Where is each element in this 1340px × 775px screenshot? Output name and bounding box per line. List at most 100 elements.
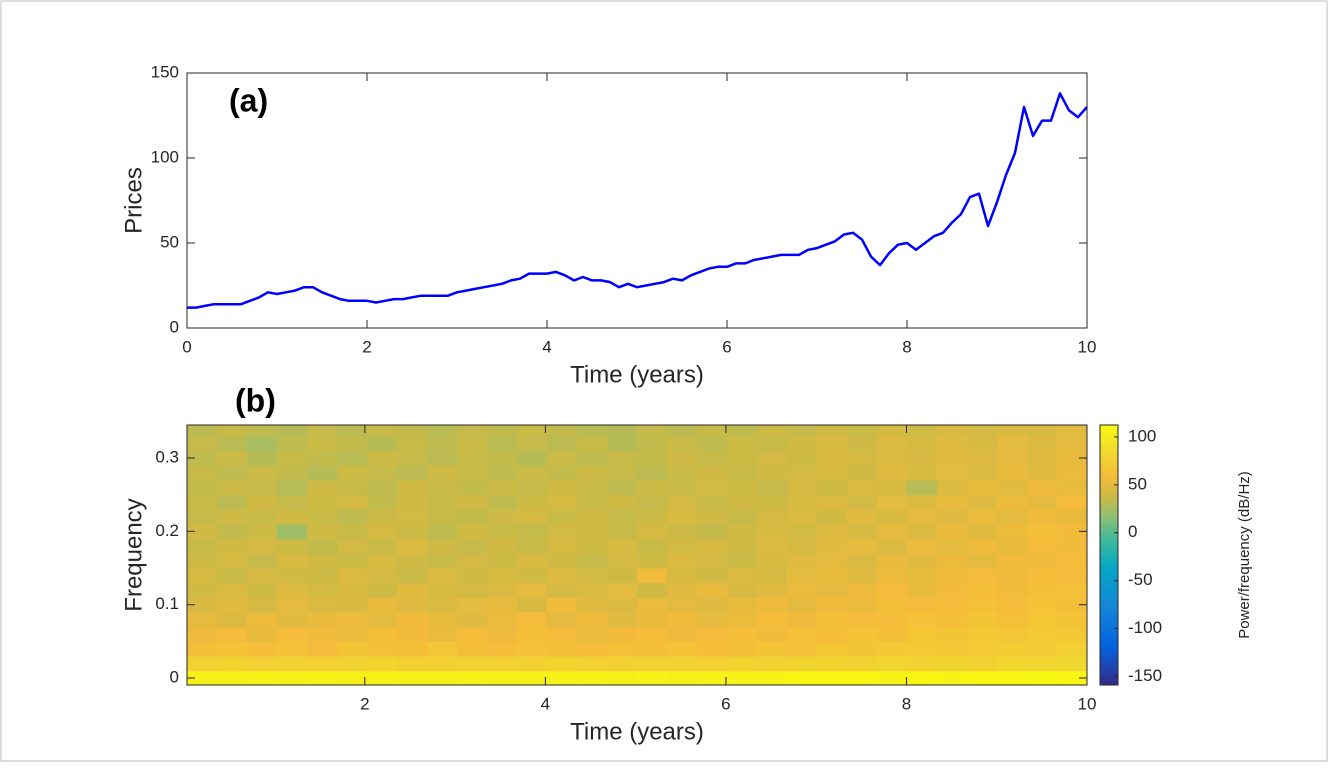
heatmap-cell (187, 480, 218, 496)
heatmap-cell (396, 524, 428, 540)
colorbar-swatch (1100, 603, 1118, 609)
colorbar-swatch (1100, 550, 1118, 556)
heatmap-cell (337, 597, 368, 613)
colorbar-swatch (1100, 615, 1118, 621)
heatmap-cell (457, 465, 488, 481)
heatmap-cell (516, 425, 548, 437)
heatmap-cell (997, 538, 1028, 554)
heatmap-cell (337, 670, 368, 686)
heatmap-cell (906, 465, 938, 481)
heatmap-cell (936, 425, 968, 437)
heatmap-cell (966, 538, 998, 554)
heatmap-cell (247, 568, 278, 584)
heatmap-cell (396, 553, 428, 569)
heatmap-cell (936, 568, 968, 584)
heatmap-cell (936, 656, 968, 672)
heatmap-cell (427, 465, 458, 481)
colorbar-swatch (1100, 534, 1118, 540)
heatmap-cell (1026, 670, 1058, 686)
colorbar-swatch (1100, 514, 1118, 519)
heatmap-cell (187, 538, 218, 554)
heatmap-cell (546, 436, 578, 452)
heatmap-cell (997, 568, 1028, 584)
heatmap-cell (727, 509, 758, 525)
heatmap-cell (427, 641, 458, 657)
heatmap-cell (367, 612, 398, 628)
colorbar-swatch (1100, 680, 1118, 686)
heatmap-cell (786, 582, 818, 598)
heatmap-cell (697, 480, 728, 496)
heatmap-cell (307, 509, 338, 525)
heatmap-cell (846, 582, 878, 598)
heatmap-cell (786, 436, 818, 452)
heatmap-cell (666, 480, 698, 496)
heatmap-cell (307, 425, 338, 437)
heatmap-cell (457, 641, 488, 657)
heatmap-cell (607, 626, 638, 642)
colorbar-swatch (1100, 518, 1118, 523)
heatmap-cell (816, 626, 848, 642)
heatmap-cell (1056, 450, 1088, 466)
heatmap-cell (786, 656, 818, 672)
heatmap-cell (666, 494, 698, 510)
heatmap-cell (217, 465, 248, 481)
heatmap-cell (217, 641, 248, 657)
heatmap-cell (217, 553, 248, 569)
colorbar-swatch (1100, 660, 1118, 666)
heatmap-cell (546, 450, 578, 466)
heatmap-cell (367, 436, 398, 452)
heatmap-cell (427, 612, 458, 628)
x-tick-label: 2 (362, 337, 371, 356)
heatmap-cell (997, 626, 1028, 642)
heatmap-cell (457, 425, 488, 437)
heatmap-cell (786, 465, 818, 481)
colorbar-tick-label: -150 (1128, 666, 1162, 685)
heatmap-cell (936, 450, 968, 466)
heatmap-cell (727, 480, 758, 496)
heatmap-cell (427, 524, 458, 540)
heatmap-cell (727, 450, 758, 466)
heatmap-cell (966, 568, 998, 584)
heatmap-cell (1056, 480, 1088, 496)
heatmap-cell (697, 465, 728, 481)
heatmap-cell (546, 480, 578, 496)
heatmap-cell (757, 465, 788, 481)
heatmap-cell (1026, 641, 1058, 657)
heatmap-cell (546, 626, 578, 642)
heatmap-cell (997, 612, 1028, 628)
heatmap-cell (217, 524, 248, 540)
heatmap-cell (816, 612, 848, 628)
colorbar-swatch (1100, 490, 1118, 495)
heatmap-cell (1056, 568, 1088, 584)
heatmap-cell (846, 425, 878, 437)
heatmap-cell (247, 425, 278, 437)
x-tick-label: 6 (721, 694, 730, 713)
heatmap-cell (786, 524, 818, 540)
heatmap-cell (906, 626, 938, 642)
heatmap-cell (757, 425, 788, 437)
heatmap-cell (337, 568, 368, 584)
heatmap-cell (337, 480, 368, 496)
heatmap-cell (936, 553, 968, 569)
heatmap-cell (516, 626, 548, 642)
heatmap-cell (997, 494, 1028, 510)
heatmap-cell (757, 641, 788, 657)
heatmap-cell (966, 465, 998, 481)
heatmap-cell (217, 494, 248, 510)
heatmap-cell (877, 553, 908, 569)
heatmap-cell (247, 670, 278, 686)
heatmap-cell (786, 612, 818, 628)
colorbar-swatch (1100, 591, 1118, 597)
heatmap-cell (187, 524, 218, 540)
colorbar-swatch (1100, 620, 1118, 625)
heatmap-cell (576, 641, 608, 657)
colorbar-swatch (1100, 672, 1118, 678)
heatmap-cell (1056, 538, 1088, 554)
y-tick-label: 150 (151, 62, 179, 81)
heatmap-cell (697, 656, 728, 672)
heatmap-cell (487, 612, 518, 628)
heatmap-cell (187, 597, 218, 613)
heatmap-cell (187, 582, 218, 598)
heatmap-cell (936, 538, 968, 554)
colorbar-swatch (1100, 664, 1118, 670)
